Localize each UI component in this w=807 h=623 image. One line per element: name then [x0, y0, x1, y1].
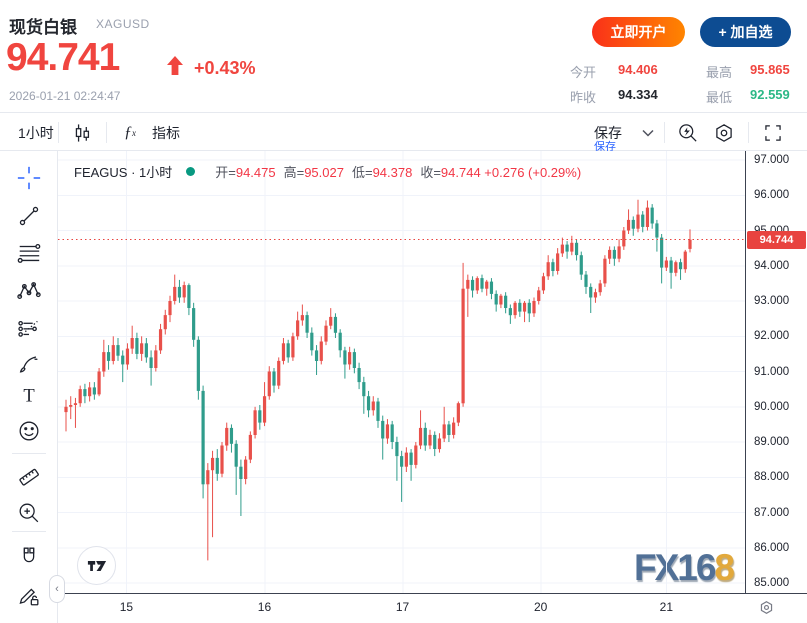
y-axis-tick: 96.000	[754, 189, 790, 202]
text-tool-icon[interactable]: T	[15, 381, 43, 409]
legend-field-label: 开=	[215, 165, 236, 180]
drawing-tools-sidebar: T	[0, 151, 58, 623]
legend-field-label: 高=	[283, 165, 305, 180]
x-axis-tick: 16	[257, 600, 272, 614]
toolbar-divider	[664, 122, 665, 143]
y-axis-tick: 87.000	[754, 506, 790, 519]
magnet-tool-icon[interactable]	[15, 543, 43, 571]
time-axis[interactable]: 15 16 17 20 21	[58, 593, 807, 623]
y-axis-tick: 97.000	[754, 154, 790, 166]
legend-field-value: 95.027	[304, 165, 344, 180]
legend-series-title: FEAGUS · 1小时	[74, 165, 173, 180]
interval-button[interactable]: 1小时	[18, 124, 54, 141]
tradingview-logo[interactable]	[77, 546, 116, 585]
y-axis-tick: 85.000	[754, 577, 790, 589]
price-up-arrow-icon	[166, 56, 184, 76]
y-axis-tick: 93.000	[754, 295, 790, 307]
legend-change: +0.276 (+0.29%)	[480, 165, 582, 180]
y-axis-tick: 92.000	[754, 330, 790, 343]
projection-tool-icon[interactable]	[15, 313, 43, 341]
y-axis-tick: 88.000	[754, 471, 790, 484]
header: 现货白银 XAGUSD 94.741 +0.43% 2026-01-21 02:…	[0, 0, 807, 113]
x-axis-tick: 15	[119, 600, 134, 614]
open-account-button[interactable]: 立即开户	[592, 17, 685, 47]
series-status-dot-icon	[186, 167, 196, 176]
ruler-tool-icon[interactable]	[15, 463, 43, 491]
draw-lock-tool-icon[interactable]	[15, 581, 43, 609]
symbol-name: 现货白银	[9, 18, 77, 37]
price-axis[interactable]: 97.00096.00095.00094.00093.00092.00091.0…	[745, 151, 807, 593]
stat-value: 94.334	[618, 87, 658, 102]
y-axis-tick: 91.000	[754, 365, 790, 378]
save-button[interactable]: 保存	[594, 124, 622, 141]
stat-value: 92.559	[750, 87, 790, 102]
stat-label: 最低	[706, 90, 733, 105]
stat-label: 最高	[706, 65, 733, 80]
legend-field-label: 收=	[420, 165, 441, 180]
legend-field-value: 94.475	[235, 165, 276, 180]
add-watchlist-button[interactable]: + 加自选	[700, 17, 791, 47]
stat-label: 昨收	[570, 90, 597, 105]
x-axis-tick: 21	[659, 600, 674, 614]
fx168-watermark: FX168	[633, 547, 735, 588]
tools-divider	[12, 531, 46, 532]
x-axis-tick: 20	[533, 600, 548, 614]
emoji-tool-icon[interactable]	[15, 417, 43, 445]
chart-legend: FEAGUS · 1小时 开=94.475 高=95.027 低=94.378 收=9…	[74, 162, 581, 181]
y-axis-tick: 86.000	[754, 541, 790, 554]
collapse-panel-handle[interactable]: ‹	[49, 575, 65, 603]
toolbar-divider	[58, 122, 59, 143]
xabcd-pattern-tool-icon[interactable]	[15, 277, 43, 305]
brush-tool-icon[interactable]	[15, 349, 43, 377]
legend-ohlc-values: 开=94.475 高=95.027 低=94.378 收=94.744 +0.276 …	[207, 162, 581, 181]
settings-icon[interactable]	[712, 114, 736, 151]
indicators-button[interactable]: 指标	[152, 124, 180, 141]
y-axis-tick: 90.000	[754, 400, 790, 413]
fullscreen-icon[interactable]	[762, 114, 784, 151]
fib-lines-tool-icon[interactable]	[15, 239, 43, 267]
chevron-down-icon[interactable]	[640, 114, 656, 151]
current-price-tag: 94.744	[747, 230, 806, 249]
toolbar-divider	[106, 122, 107, 143]
save-tooltip: 保存	[594, 141, 616, 153]
interval-candles-icon[interactable]	[70, 114, 94, 151]
stat-value: 94.406	[618, 62, 658, 77]
stat-value: 95.865	[750, 62, 790, 77]
last-price: 94.741	[6, 36, 120, 79]
quick-search-icon[interactable]	[676, 114, 700, 151]
trend-line-tool-icon[interactable]	[15, 202, 43, 230]
y-axis-tick: 94.000	[754, 259, 790, 272]
symbol-code: XAGUSD	[96, 17, 150, 31]
chart-container: FX168 FEAGUS · 1小时 开=94.475 高=95.027 低=94.…	[58, 151, 807, 623]
legend-field-label: 低=	[351, 165, 373, 180]
legend-field-value: 94.744	[440, 165, 481, 180]
zoom-in-tool-icon[interactable]	[15, 499, 43, 527]
svg-text:T: T	[23, 386, 35, 407]
y-axis-tick: 89.000	[754, 436, 790, 448]
stat-label: 今开	[570, 65, 597, 80]
toolbar-divider	[748, 122, 749, 143]
candlestick-plot[interactable]	[58, 151, 745, 593]
crosshair-tool-icon[interactable]	[15, 164, 43, 192]
axis-settings-icon[interactable]	[758, 599, 775, 621]
change-percent: +0.43%	[194, 58, 256, 78]
legend-field-value: 94.378	[372, 165, 413, 180]
tools-divider	[12, 453, 46, 454]
quote-timestamp: 2026-01-21 02:24:47	[9, 89, 121, 103]
x-axis-tick: 17	[395, 600, 410, 614]
